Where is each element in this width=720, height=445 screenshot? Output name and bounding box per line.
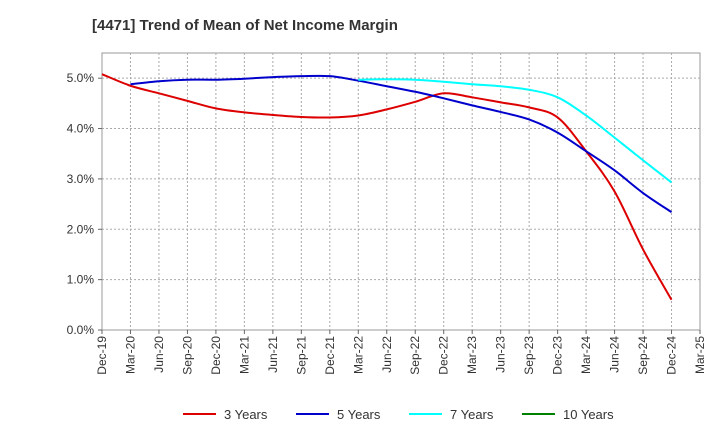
x-tick-label: Dec-19: [95, 336, 109, 375]
chart-title: [4471] Trend of Mean of Net Income Margi…: [92, 17, 398, 34]
series-lines: [101, 73, 673, 301]
series-line-5-years: [130, 74, 673, 213]
legend-label-10-years: 10 Years: [563, 407, 614, 422]
legend-label-7-years: 7 Years: [450, 407, 494, 422]
x-tick-label: Mar-21: [237, 336, 251, 374]
x-tick-label: Mar-20: [123, 336, 137, 374]
legend-label-5-years: 5 Years: [337, 407, 381, 422]
x-tick-label: Mar-25: [693, 336, 707, 374]
legend: 3 Years 5 Years 7 Years 10 Years: [183, 407, 614, 422]
x-tick-label: Dec-21: [323, 336, 337, 375]
x-tick-label: Jun-23: [494, 336, 508, 373]
x-tick-label: Dec-20: [209, 336, 223, 375]
legend-label-3-years: 3 Years: [224, 407, 268, 422]
x-tick-label: Mar-22: [351, 336, 365, 374]
x-tick-label: Mar-23: [465, 336, 479, 374]
x-tick-label: Dec-23: [551, 336, 565, 375]
x-tick-label: Mar-24: [579, 336, 593, 374]
plot-area: [101, 52, 701, 331]
axes: 0.0% 1.0% 2.0% 3.0% 4.0% 5.0% Dec-19 Mar-20 Jun-…: [67, 71, 707, 375]
y-tick-label: 4.0%: [67, 122, 95, 136]
x-tick-label: Jun-22: [380, 336, 394, 373]
x-tick-label: Jun-20: [152, 336, 166, 373]
y-tick-label: 3.0%: [67, 172, 95, 186]
x-tick-label: Jun-24: [608, 336, 622, 373]
y-tick-label: 0.0%: [67, 323, 95, 337]
x-tick-label: Sep-20: [180, 336, 194, 375]
grid: [101, 52, 701, 331]
x-tick-label: Sep-22: [408, 336, 422, 375]
x-tick-label: Sep-24: [636, 336, 650, 375]
series-line-3-years: [101, 73, 673, 301]
y-tick-label: 5.0%: [67, 71, 95, 85]
x-tick-label: Jun-21: [266, 336, 280, 373]
series-line-7-years: [358, 78, 673, 184]
x-tick-label: Sep-21: [294, 336, 308, 375]
x-tick-label: Sep-23: [522, 336, 536, 375]
x-tick-label: Dec-24: [665, 336, 679, 375]
y-tick-label: 2.0%: [67, 222, 95, 236]
x-tick-label: Dec-22: [437, 336, 451, 375]
y-tick-label: 1.0%: [67, 273, 95, 287]
